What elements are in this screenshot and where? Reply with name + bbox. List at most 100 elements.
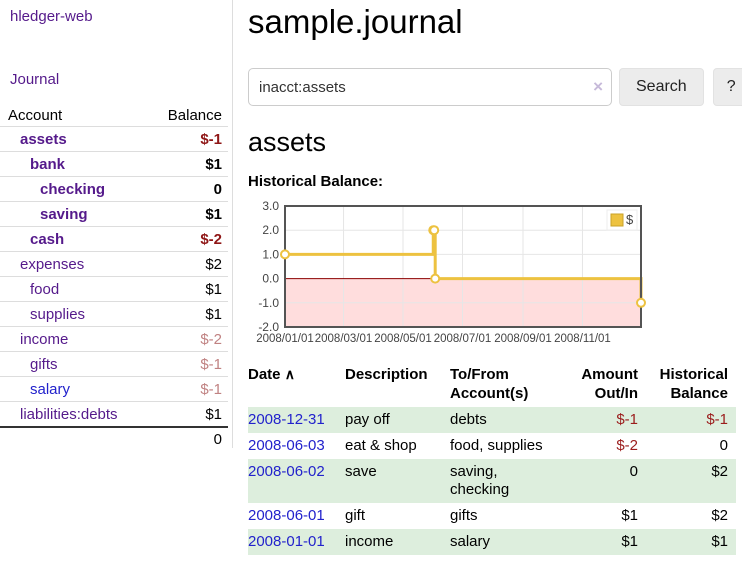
register-table: Date ∧ Description To/From Account(s) Am… — [248, 363, 736, 555]
sidebar-account-assets: assets $-1 — [0, 126, 228, 151]
transaction-date-link[interactable]: 2008-01-01 — [248, 533, 325, 550]
transaction-description: eat & shop — [345, 437, 417, 454]
historical-balance-chart: 3.0 2.0 1.0 0.0 -1.0 -2.0 2008/01/01 2008/03/01… — [248, 198, 742, 353]
page-title: sample.journal — [248, 3, 463, 40]
account-balance: $1 — [205, 205, 222, 223]
account-balance: $1 — [205, 280, 222, 298]
transaction-balance: $2 — [711, 507, 728, 524]
transaction-balance: $-1 — [706, 411, 728, 428]
sidebar-account-checking: checking 0 — [0, 176, 228, 201]
search-button[interactable]: Search — [619, 68, 704, 106]
transaction-amount: $1 — [621, 533, 638, 550]
transaction-date-link[interactable]: 2008-12-31 — [248, 411, 325, 428]
balance-column-header: Balance — [167, 106, 222, 124]
table-row: 2008-06-03 eat & shop food, supplies $-2… — [248, 433, 736, 459]
register-header-date[interactable]: Date ∧ — [248, 366, 295, 383]
svg-text:2008/05/01: 2008/05/01 — [374, 333, 432, 345]
svg-text:2008/03/01: 2008/03/01 — [315, 333, 373, 345]
sidebar-account-liabilities-debts: liabilities:debts $1 — [0, 401, 228, 426]
account-balance: $-1 — [200, 380, 222, 398]
sidebar-account-food: food $1 — [0, 276, 228, 301]
transaction-balance: $2 — [711, 463, 728, 480]
account-balance: $2 — [205, 255, 222, 273]
transaction-date-link[interactable]: 2008-06-02 — [248, 463, 325, 480]
svg-text:3.0: 3.0 — [262, 199, 279, 213]
transaction-accounts: saving, checking — [450, 463, 510, 498]
transaction-description: income — [345, 533, 394, 550]
svg-text:2.0: 2.0 — [262, 223, 279, 237]
total-balance: 0 — [213, 431, 222, 448]
account-balance: $1 — [205, 305, 222, 323]
account-balance: $1 — [205, 155, 222, 173]
svg-text:-1.0: -1.0 — [258, 296, 279, 310]
transaction-description: pay off — [345, 411, 390, 428]
account-link[interactable]: assets — [20, 130, 67, 148]
register-header-accounts: To/From Account(s) — [450, 366, 529, 402]
account-link[interactable]: expenses — [20, 255, 85, 273]
transaction-balance: 0 — [719, 437, 728, 454]
app-title-link[interactable]: hledger-web — [10, 8, 93, 25]
sidebar-item-journal[interactable]: Journal — [10, 71, 60, 88]
account-link[interactable]: gifts — [30, 355, 58, 373]
sidebar-account-expenses: expenses $2 — [0, 251, 228, 276]
account-balance: $-2 — [200, 230, 222, 248]
svg-text:-2.0: -2.0 — [258, 320, 279, 334]
svg-text:1.0: 1.0 — [262, 247, 279, 261]
account-link[interactable]: bank — [30, 155, 66, 173]
sidebar-balance-table: Account Balance assets $-1 bank $1 check… — [0, 104, 228, 451]
transaction-date-link[interactable]: 2008-06-03 — [248, 437, 325, 454]
svg-text:2008/09/01: 2008/09/01 — [494, 333, 552, 345]
search-form: × Search ? — [248, 68, 742, 106]
account-column-header: Account — [8, 106, 63, 124]
register-header-amount: Amount Out/In — [581, 366, 638, 402]
account-link[interactable]: supplies — [30, 305, 86, 323]
table-row: 2008-06-02 save saving, checking 0 $2 — [248, 459, 736, 503]
sidebar-account-supplies: supplies $1 — [0, 301, 228, 326]
register-header-balance: Historical Balance — [659, 366, 728, 402]
sidebar-account-gifts: gifts $-1 — [0, 351, 228, 376]
sidebar-account-salary: salary $-1 — [0, 376, 228, 401]
account-heading: assets — [248, 127, 327, 157]
transaction-accounts: gifts — [450, 507, 478, 524]
sidebar-total-row: 0 — [0, 426, 228, 451]
svg-text:2008/11/01: 2008/11/01 — [554, 333, 611, 345]
account-link[interactable]: income — [20, 330, 69, 348]
sidebar-account-saving: saving $1 — [0, 201, 228, 226]
svg-text:2008/07/01: 2008/07/01 — [434, 333, 492, 345]
table-row: 2008-01-01 income salary $1 $1 — [248, 529, 736, 555]
transaction-accounts: debts — [450, 411, 487, 428]
transaction-description: save — [345, 463, 377, 480]
search-input[interactable] — [248, 68, 612, 106]
chart-title: Historical Balance: — [248, 173, 384, 190]
clear-search-icon[interactable]: × — [593, 77, 603, 96]
transaction-amount: $-2 — [616, 437, 638, 454]
sort-ascending-icon: ∧ — [284, 366, 295, 382]
account-link[interactable]: food — [30, 280, 60, 298]
transaction-amount: 0 — [629, 463, 638, 480]
account-balance: 0 — [213, 180, 222, 198]
account-link[interactable]: salary — [30, 380, 71, 398]
transaction-accounts: food, supplies — [450, 437, 543, 454]
sidebar-account-bank: bank $1 — [0, 151, 228, 176]
account-link[interactable]: checking — [40, 180, 106, 198]
account-balance: $-1 — [200, 355, 222, 373]
account-link[interactable]: saving — [40, 205, 88, 223]
help-button[interactable]: ? — [712, 68, 742, 106]
sidebar: hledger-web Journal Account Balance asse… — [0, 0, 233, 448]
account-balance: $-2 — [200, 330, 222, 348]
account-link[interactable]: liabilities:debts — [20, 405, 118, 423]
sidebar-account-cash: cash $-2 — [0, 226, 228, 251]
sidebar-account-income: income $-2 — [0, 326, 228, 351]
table-row: 2008-12-31 pay off debts $-1 $-1 — [248, 407, 736, 433]
transaction-amount: $1 — [621, 507, 638, 524]
register-header-description: Description — [345, 366, 428, 383]
table-row: 2008-06-01 gift gifts $1 $2 — [248, 503, 736, 529]
transaction-accounts: salary — [450, 533, 491, 550]
transaction-amount: $-1 — [616, 411, 638, 428]
account-link[interactable]: cash — [30, 230, 65, 248]
svg-text:0.0: 0.0 — [262, 272, 279, 286]
account-balance: $-1 — [200, 130, 222, 148]
main-panel: sample.journal × Search ? assets Histori… — [240, 0, 742, 555]
transaction-date-link[interactable]: 2008-06-01 — [248, 507, 325, 524]
